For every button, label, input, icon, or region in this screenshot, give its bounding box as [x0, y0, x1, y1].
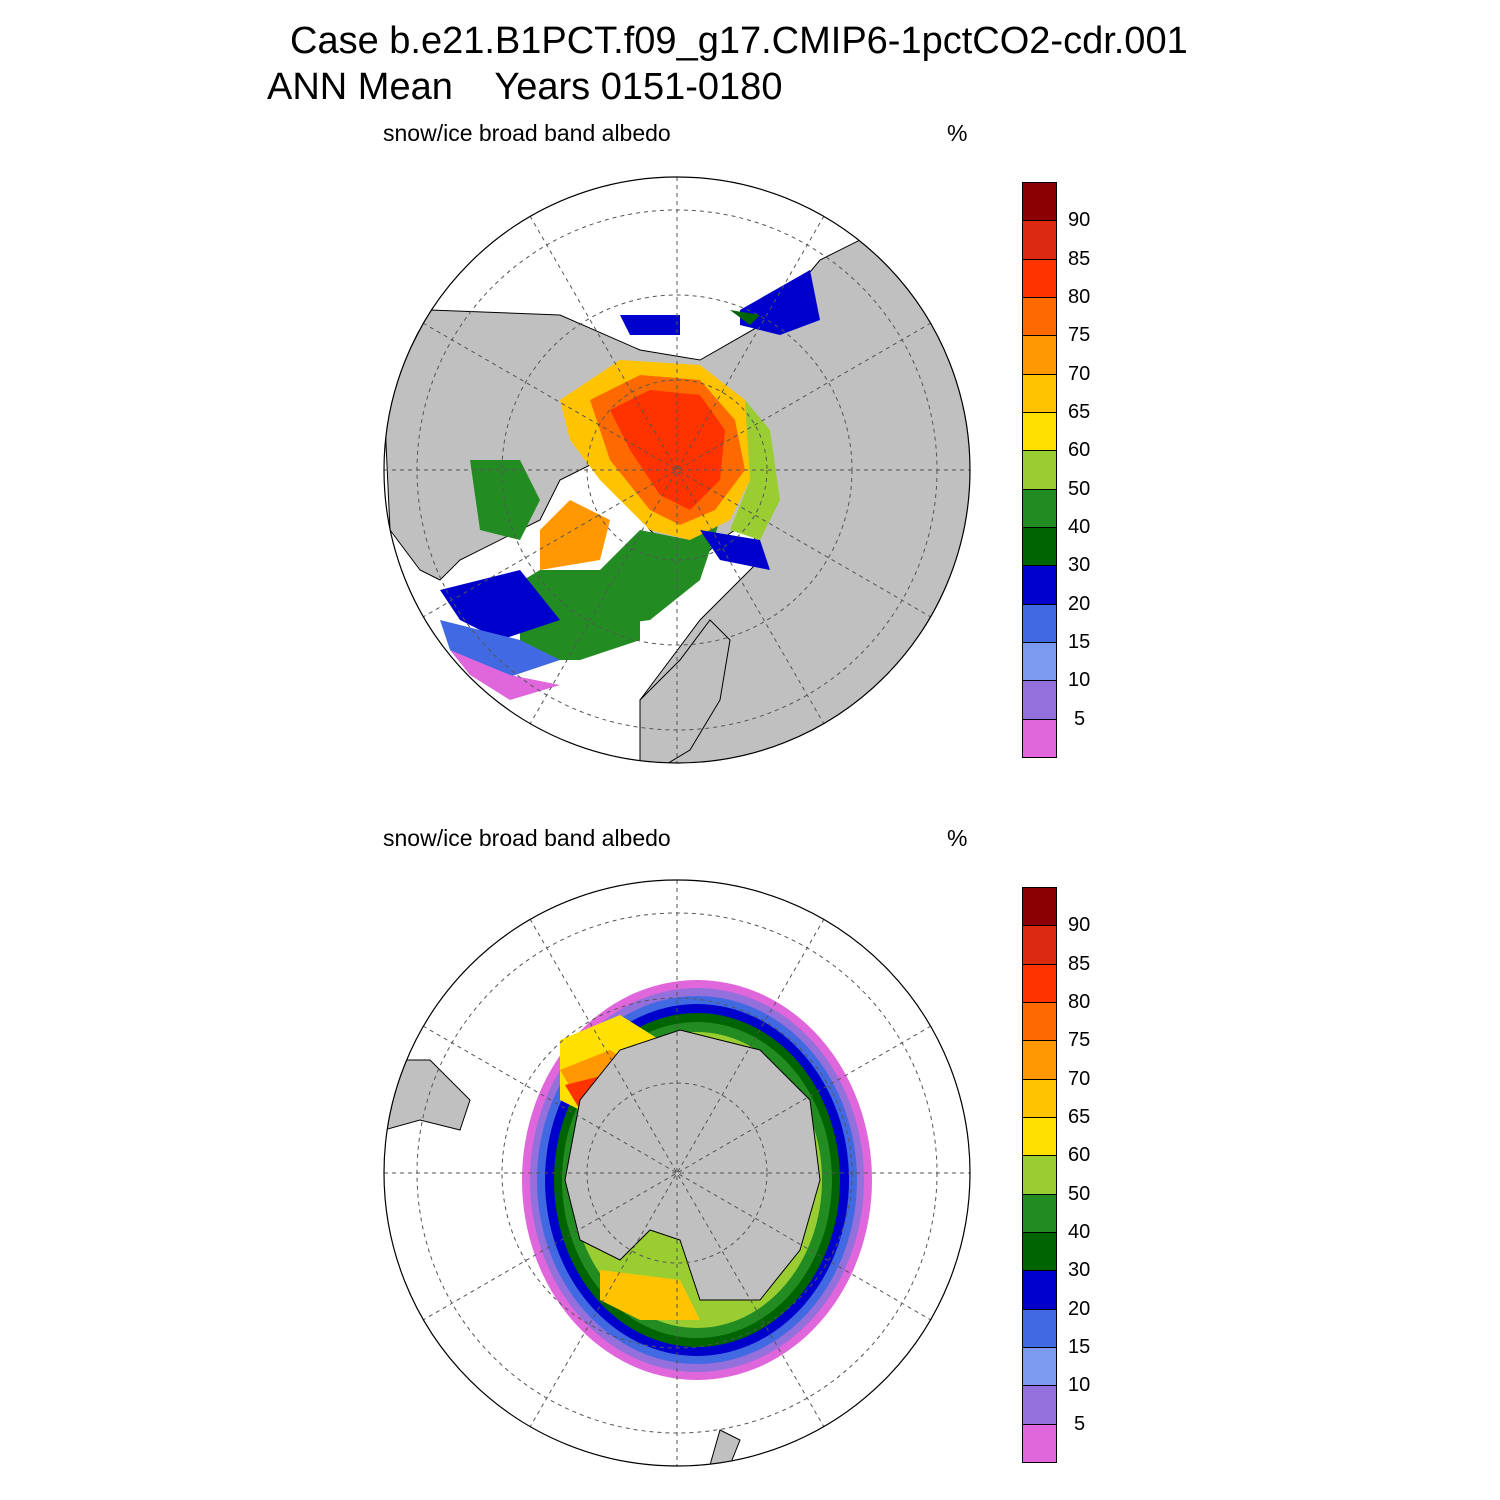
- colorbar-swatch: [1022, 642, 1057, 682]
- colorbar-swatch: [1022, 1040, 1057, 1080]
- colorbar-tick-label: 30: [1068, 1259, 1091, 1282]
- colorbar-tick-label: 40: [1068, 516, 1091, 538]
- north-ice-field: [440, 270, 820, 700]
- colorbar-swatch: [1022, 603, 1057, 643]
- colorbar-swatch: [1022, 887, 1057, 927]
- colorbar-tick-label: 65: [1068, 1106, 1091, 1128]
- colorbar-swatch: [1022, 963, 1057, 1003]
- colorbar-swatch: [1022, 1117, 1057, 1157]
- colorbar-swatch: [1022, 450, 1057, 490]
- colorbar-tick-label: 5: [1074, 1412, 1086, 1435]
- south-colorbar: [1022, 887, 1057, 1463]
- colorbar-tick-label: 20: [1068, 592, 1091, 615]
- panel-south-variable: snow/ice broad band albedo: [383, 825, 671, 851]
- colorbar-swatch: [1022, 335, 1057, 375]
- colorbar-tick-label: 15: [1068, 1336, 1091, 1358]
- colorbar-swatch: [1022, 1385, 1057, 1425]
- colorbar-swatch: [1022, 1193, 1057, 1233]
- colorbar-swatch: [1022, 373, 1057, 413]
- antarctica: [564, 1029, 821, 1301]
- period-title: ANN Mean Years 0151-0180: [267, 66, 783, 108]
- panel-north-variable: snow/ice broad band albedo: [383, 120, 671, 146]
- colorbar-tick-label: 10: [1068, 1374, 1091, 1397]
- colorbar-tick-label: 80: [1068, 991, 1091, 1013]
- colorbar-tick-label: 85: [1068, 952, 1091, 975]
- panel-south-units: %: [947, 825, 968, 851]
- colorbar-tick-label: 75: [1068, 324, 1091, 347]
- colorbar-tick-label: 5: [1074, 707, 1086, 730]
- colorbar-tick-label: 15: [1068, 631, 1091, 653]
- colorbar-swatch: [1022, 527, 1057, 567]
- colorbar-tick-label: 90: [1068, 914, 1091, 937]
- colorbar-tick-label: 70: [1068, 1067, 1091, 1090]
- south-graticule: [384, 880, 970, 1466]
- colorbar-tick-label: 65: [1068, 401, 1091, 423]
- colorbar-swatch: [1022, 1155, 1057, 1195]
- colorbar-tick-label: 70: [1068, 362, 1091, 385]
- colorbar-swatch: [1022, 1347, 1057, 1387]
- colorbar-swatch: [1022, 220, 1057, 260]
- south-land: [384, 1059, 741, 1466]
- colorbar-tick-label: 50: [1068, 1182, 1091, 1205]
- colorbar-tick-label: 85: [1068, 247, 1091, 270]
- colorbar-swatch: [1022, 1002, 1057, 1042]
- colorbar-swatch: [1022, 297, 1057, 337]
- north-graticule: [384, 177, 970, 763]
- colorbar-tick-label: 60: [1068, 1144, 1091, 1167]
- panel-north-units: %: [947, 120, 968, 146]
- colorbar-tick-label: 75: [1068, 1029, 1091, 1052]
- colorbar-swatch: [1022, 925, 1057, 965]
- colorbar-swatch: [1022, 718, 1057, 758]
- colorbar-swatch: [1022, 1078, 1057, 1118]
- colorbar-swatch: [1022, 488, 1057, 528]
- north-colorbar: [1022, 182, 1057, 758]
- colorbar-tick-label: 10: [1068, 669, 1091, 692]
- colorbar-swatch: [1022, 1308, 1057, 1348]
- colorbar-swatch: [1022, 565, 1057, 605]
- colorbar-tick-label: 40: [1068, 1221, 1091, 1243]
- colorbar-swatch: [1022, 1423, 1057, 1463]
- colorbar-swatch: [1022, 258, 1057, 298]
- north-polar-map: [383, 176, 971, 764]
- colorbar-tick-label: 30: [1068, 554, 1091, 577]
- colorbar-swatch: [1022, 1270, 1057, 1310]
- colorbar-swatch: [1022, 680, 1057, 720]
- colorbar-tick-label: 80: [1068, 286, 1091, 308]
- colorbar-tick-label: 20: [1068, 1297, 1091, 1320]
- colorbar-tick-label: 90: [1068, 209, 1091, 232]
- colorbar-swatch: [1022, 412, 1057, 452]
- colorbar-tick-label: 50: [1068, 477, 1091, 500]
- case-title: Case b.e21.B1PCT.f09_g17.CMIP6-1pctCO2-c…: [290, 20, 1188, 62]
- colorbar-swatch: [1022, 182, 1057, 222]
- south-polar-map: [383, 879, 971, 1467]
- colorbar-swatch: [1022, 1232, 1057, 1272]
- colorbar-tick-label: 60: [1068, 439, 1091, 462]
